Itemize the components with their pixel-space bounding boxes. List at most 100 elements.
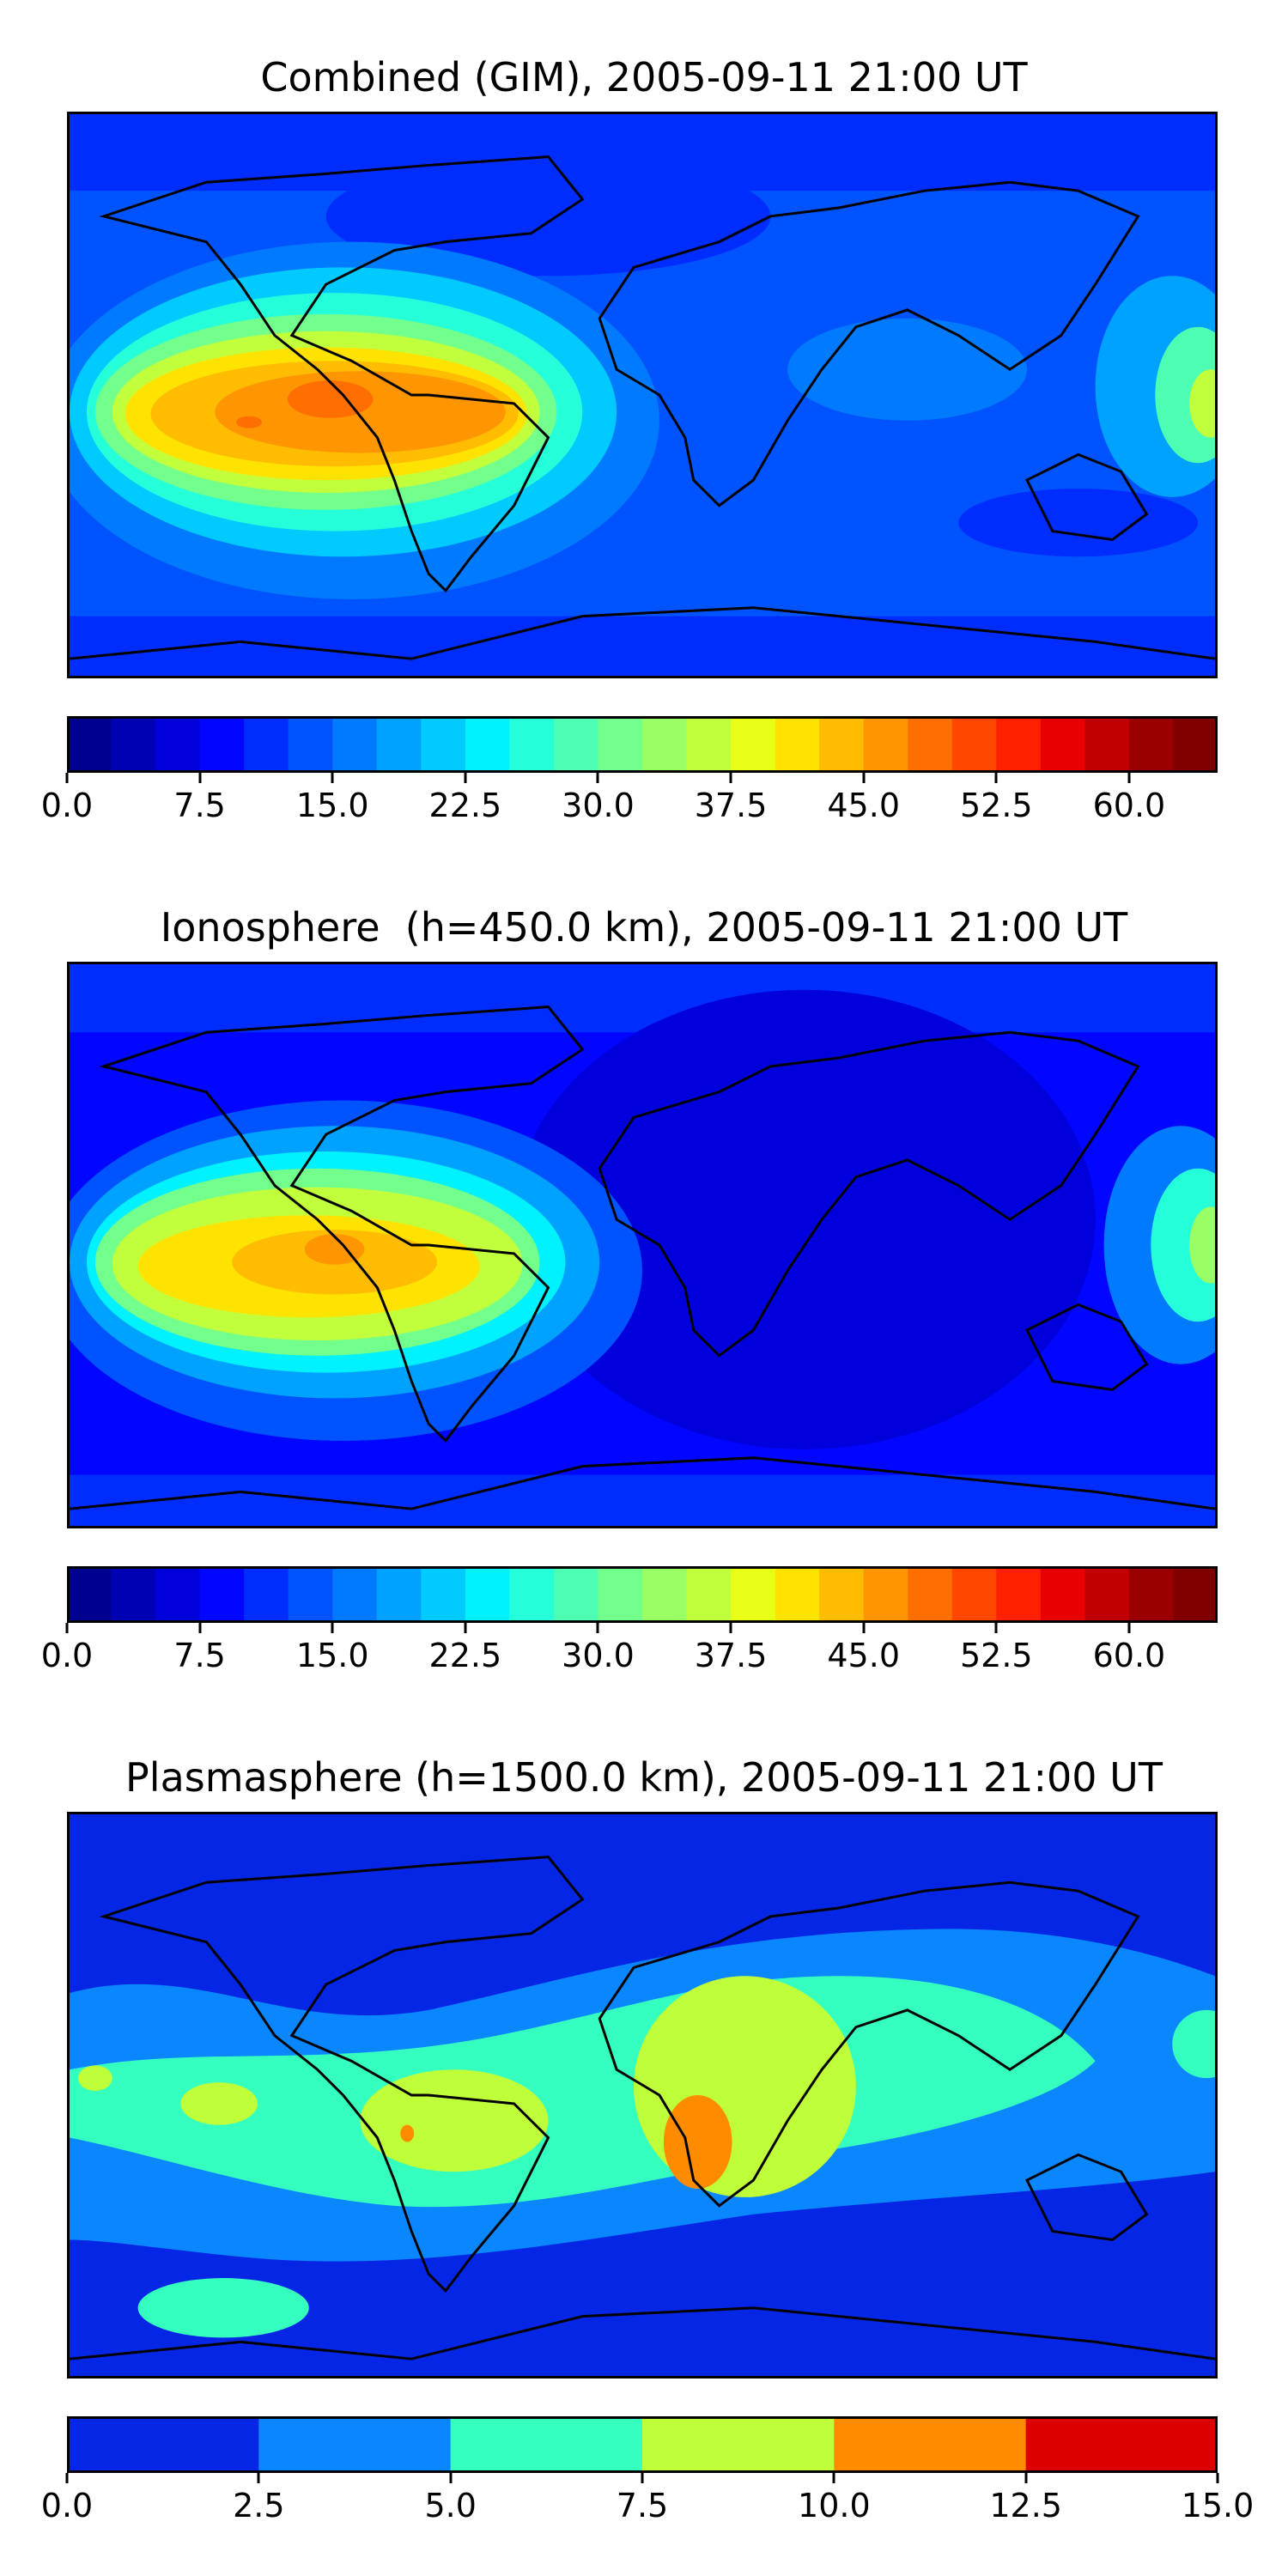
colorbar-segment <box>450 2416 643 2473</box>
colorbar-segment <box>863 716 908 773</box>
colorbar-segment <box>996 1566 1042 1623</box>
colorbar-tick-label: 7.5 <box>173 1637 226 1674</box>
colorbar-tickmark <box>994 773 998 783</box>
colorbar-segment <box>67 716 112 773</box>
colorbar-tickmark <box>1024 2473 1028 2483</box>
colorbar-segment <box>819 716 865 773</box>
colorbar-segment <box>1040 1566 1085 1623</box>
colorbar-segment <box>908 716 953 773</box>
colorbar-segment <box>67 1566 112 1623</box>
colorbar-segment <box>332 1566 378 1623</box>
colorbar-tick-label: 0.0 <box>40 2487 94 2524</box>
colorbar-border <box>67 2416 1218 2473</box>
colorbar-tick-label: 60.0 <box>1092 1637 1166 1674</box>
colorbar-segment <box>421 1566 466 1623</box>
colorbar-segment <box>686 716 732 773</box>
colorbar-gradient <box>67 1566 1218 1623</box>
colorbar-segment <box>819 1566 865 1623</box>
colorbar-segment <box>908 1566 953 1623</box>
colorbar-tickmark <box>464 1623 467 1633</box>
colorbar-segment <box>642 716 688 773</box>
colorbar-tick-label: 5.0 <box>424 2487 477 2524</box>
colorbar-tick-label: 22.5 <box>428 1637 502 1674</box>
colorbar-segment <box>775 1566 820 1623</box>
colorbar-tick-label: 15.0 <box>295 787 369 824</box>
colorbar-tickmark <box>198 773 202 783</box>
colorbar-segment <box>155 716 201 773</box>
tec-map-combined <box>70 114 1215 676</box>
colorbar-tick-label: 30.0 <box>562 1637 635 1674</box>
colorbar-segment <box>996 716 1042 773</box>
coastline-outline <box>70 1856 1215 2360</box>
colorbar-segment <box>111 1566 156 1623</box>
colorbar-segment <box>642 2416 835 2473</box>
tec-map-ionosphere <box>70 964 1215 1526</box>
colorbar-tickmark <box>198 1623 202 1633</box>
colorbar-tickmark <box>65 1623 69 1633</box>
colorbar-tickmark <box>449 2473 453 2483</box>
colorbar-tickmark <box>862 1623 866 1633</box>
colorbar-segment <box>332 716 378 773</box>
colorbar-segment <box>421 716 466 773</box>
colorbar-tickmark <box>331 1623 334 1633</box>
colorbar-segment <box>731 1566 776 1623</box>
colorbar-ionosphere <box>67 1566 1218 1623</box>
colorbar-tick-label: 45.0 <box>827 787 900 824</box>
colorbar-tick-label: 0.0 <box>40 1637 94 1674</box>
colorbar-segment <box>1128 1566 1174 1623</box>
colorbar-tickmark <box>596 773 599 783</box>
colorbar-segment <box>1173 1566 1218 1623</box>
colorbar-tick-label: 60.0 <box>1092 787 1166 824</box>
colorbar-segment <box>686 1566 732 1623</box>
colorbar-segment <box>1128 716 1174 773</box>
colorbar-segment <box>376 1566 422 1623</box>
colorbar-tick-label: 45.0 <box>827 1637 900 1674</box>
panel-title-plasmasphere: Plasmasphere (h=1500.0 km), 2005-09-11 2… <box>125 1754 1163 1801</box>
panel-title-combined: Combined (GIM), 2005-09-11 21:00 UT <box>260 54 1028 100</box>
colorbar-gradient <box>67 716 1218 773</box>
colorbar-segment <box>244 716 289 773</box>
colorbar-segment <box>465 1566 510 1623</box>
colorbar-border <box>67 716 1218 773</box>
colorbar-segment <box>376 716 422 773</box>
colorbar-tickmark <box>832 2473 835 2483</box>
colorbar-tick-label: 52.5 <box>959 1637 1033 1674</box>
colorbar-tick-label: 12.5 <box>989 2487 1062 2524</box>
colorbar-tickmark <box>1127 1623 1131 1633</box>
colorbar-segment <box>1173 716 1218 773</box>
colorbar-segment <box>642 1566 688 1623</box>
colorbar-segment <box>288 716 333 773</box>
colorbar-tickmark <box>994 1623 998 1633</box>
colorbar-tick-label: 52.5 <box>959 787 1033 824</box>
colorbar-segment <box>775 716 820 773</box>
colorbar-segment <box>465 716 510 773</box>
colorbar-segment <box>111 716 156 773</box>
colorbar-segment <box>863 1566 908 1623</box>
colorbar-segment <box>244 1566 289 1623</box>
colorbar-segment <box>1040 716 1085 773</box>
colorbar-plasmasphere <box>67 2416 1218 2473</box>
colorbar-segment <box>731 716 776 773</box>
colorbar-tickmark <box>862 773 866 783</box>
colorbar-tickmark <box>729 1623 732 1633</box>
colorbar-segment <box>553 716 598 773</box>
colorbar-tick-label: 30.0 <box>562 787 635 824</box>
colorbar-tick-label: 37.5 <box>694 787 768 824</box>
colorbar-tickmark <box>729 773 732 783</box>
coastline-outline <box>70 155 1215 660</box>
colorbar-tickmark <box>65 773 69 783</box>
tec-map-plasmasphere <box>70 1814 1215 2376</box>
colorbar-segment <box>951 1566 997 1623</box>
colorbar-segment <box>1084 716 1130 773</box>
colorbar-tickmark <box>1216 2473 1219 2483</box>
colorbar-segment <box>598 716 643 773</box>
colorbar-segment <box>1025 2416 1218 2473</box>
colorbar-segment <box>258 2416 452 2473</box>
colorbar-segment <box>199 716 245 773</box>
colorbar-segment <box>951 716 997 773</box>
colorbar-segment <box>598 1566 643 1623</box>
colorbar-tickmark <box>596 1623 599 1633</box>
colorbar-tick-label: 37.5 <box>694 1637 768 1674</box>
colorbar-tickmark <box>65 2473 69 2483</box>
colorbar-segment <box>834 2416 1027 2473</box>
